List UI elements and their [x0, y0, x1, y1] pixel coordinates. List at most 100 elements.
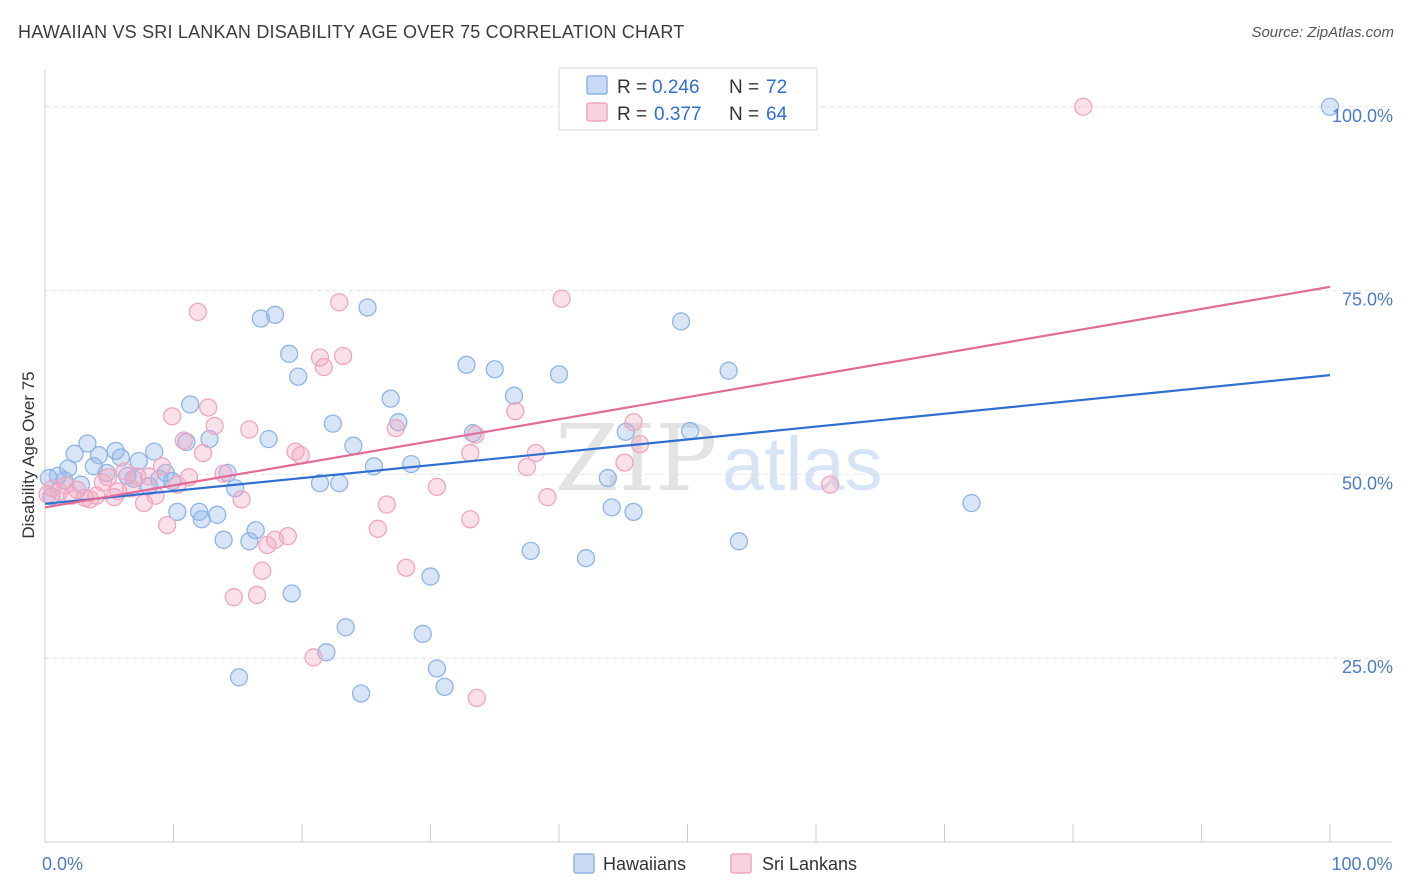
legend-swatch-srilankans [586, 102, 608, 122]
legend-r-value-1: 0.246 [652, 77, 700, 98]
srilankans-point-49 [427, 477, 447, 497]
srilankans-point-26 [193, 443, 213, 463]
hawaiians-point-9 [89, 446, 109, 465]
srilankans-point-30 [224, 588, 244, 607]
hawaiians-point-43 [330, 474, 349, 493]
bottom-legend-swatch-hawaiians [573, 853, 595, 874]
source-label: Source: ZipAtlas.com [1251, 24, 1394, 41]
y-tick-label-2: 75.0% [1342, 290, 1393, 310]
srilankans-point-63 [517, 457, 537, 477]
watermark: ZIP atlas [555, 405, 883, 512]
legend-n-value-1: 72 [766, 77, 787, 98]
hawaiians-point-45 [344, 436, 363, 455]
axes [44, 70, 1392, 843]
hawaiians-point-63 [598, 468, 617, 488]
gridlines [45, 106, 1392, 659]
srilankans-point-44 [333, 346, 353, 366]
srilankans-point-34 [253, 561, 272, 580]
hawaiians-point-28 [214, 530, 233, 549]
x-tick-label-0: 0.0% [42, 854, 83, 874]
hawaiians-point-17 [145, 442, 164, 461]
srilankans-point-51 [467, 688, 486, 708]
hawaiians-trend-line [44, 374, 1331, 505]
hawaiians-point-47 [358, 298, 377, 317]
bottom-legend-label-srilankans: Sri Lankans [762, 854, 857, 874]
srilankans-point-21 [163, 407, 182, 426]
hawaiians-point-64 [602, 498, 621, 517]
scatter-points [38, 97, 1340, 708]
hawaiians-point-27 [208, 505, 227, 524]
hawaiians-point-52 [413, 624, 432, 644]
hawaiians-point-37 [279, 344, 299, 363]
srilankans-point-50 [461, 510, 480, 529]
srilankans-point-29 [214, 464, 233, 483]
hawaiians-point-33 [246, 521, 265, 540]
hawaiians-point-24 [190, 502, 209, 522]
x-tick-label-1: 100.0% [1331, 854, 1392, 874]
hawaiians-point-68 [680, 421, 700, 441]
legend-n-label-2: N = [729, 104, 759, 125]
srilankans-point-56 [538, 488, 557, 507]
srilankans-point-62 [1074, 97, 1093, 116]
srilankans-point-41 [310, 348, 330, 367]
hawaiians-point-59 [504, 386, 524, 405]
hawaiians-point-54 [427, 659, 447, 678]
y-tick-label-0: 25.0% [1342, 657, 1393, 677]
srilankans-point-48 [396, 558, 416, 577]
hawaiians-point-71 [962, 493, 981, 513]
hawaiians-point-49 [381, 389, 400, 408]
hawaiians-point-21 [168, 502, 187, 522]
hawaiians-point-39 [288, 367, 308, 386]
hawaiians-point-44 [336, 618, 355, 637]
hawaiians-point-56 [457, 355, 476, 374]
srilankans-point-54 [506, 402, 525, 421]
srilankans-point-40 [304, 648, 323, 667]
srilankans-point-32 [240, 420, 259, 439]
hawaiians-point-15 [129, 451, 148, 471]
hawaiians-point-38 [282, 584, 301, 603]
srilankans-point-20 [157, 515, 177, 535]
legend-swatch-hawaiians [586, 75, 608, 95]
y-tick-label-3: 100.0% [1332, 106, 1393, 126]
watermark-atlas: atlas [722, 422, 883, 507]
srilankans-point-25 [188, 302, 208, 322]
hawaiians-point-53 [421, 567, 440, 586]
hawaiians-point-60 [521, 541, 540, 560]
srilankans-point-31 [232, 490, 251, 509]
hawaiians-point-35 [259, 429, 278, 449]
srilankans-point-58 [615, 453, 634, 472]
hawaiians-point-58 [485, 360, 504, 379]
y-axis-label: Disability Age Over 75 [19, 371, 38, 538]
srilankans-point-39 [291, 446, 310, 465]
srilankans-point-9 [93, 473, 112, 492]
hawaiians-point-70 [729, 532, 749, 551]
srilankans-point-27 [199, 398, 218, 417]
hawaiians-point-40 [310, 474, 330, 493]
hawaiians-point-12 [111, 448, 130, 467]
hawaiians-point-34 [251, 309, 271, 328]
legend-r-value-2: 0.377 [654, 104, 702, 125]
bottom-legend-label-hawaiians: Hawaiians [603, 854, 686, 874]
hawaiians-point-46 [351, 684, 371, 703]
hawaiians-point-55 [435, 677, 454, 697]
srilankans-point-45 [368, 519, 387, 538]
hawaiians-point-72 [1320, 97, 1340, 116]
srilankans-point-10 [98, 468, 118, 487]
legend-n-value-2: 64 [766, 104, 788, 125]
trend-lines [44, 285, 1331, 509]
hawaiians-point-23 [181, 395, 200, 414]
srilankans-point-47 [386, 418, 405, 438]
hawaiians-point-65 [616, 422, 635, 441]
bottom-legend: Hawaiians Sri Lankans [573, 853, 857, 874]
srilankans-point-61 [820, 475, 840, 494]
srilankans-point-43 [330, 293, 349, 312]
hawaiians-point-5 [65, 444, 84, 463]
legend: R = 0.246 N = 72 R = 0.377 N = 64 [558, 67, 818, 131]
hawaiians-point-62 [576, 549, 596, 568]
legend-n-label-1: N = [729, 77, 759, 98]
hawaiians-point-67 [671, 312, 691, 331]
srilankans-point-33 [247, 585, 267, 605]
srilankans-point-59 [624, 413, 643, 432]
srilankans-point-19 [152, 457, 172, 476]
